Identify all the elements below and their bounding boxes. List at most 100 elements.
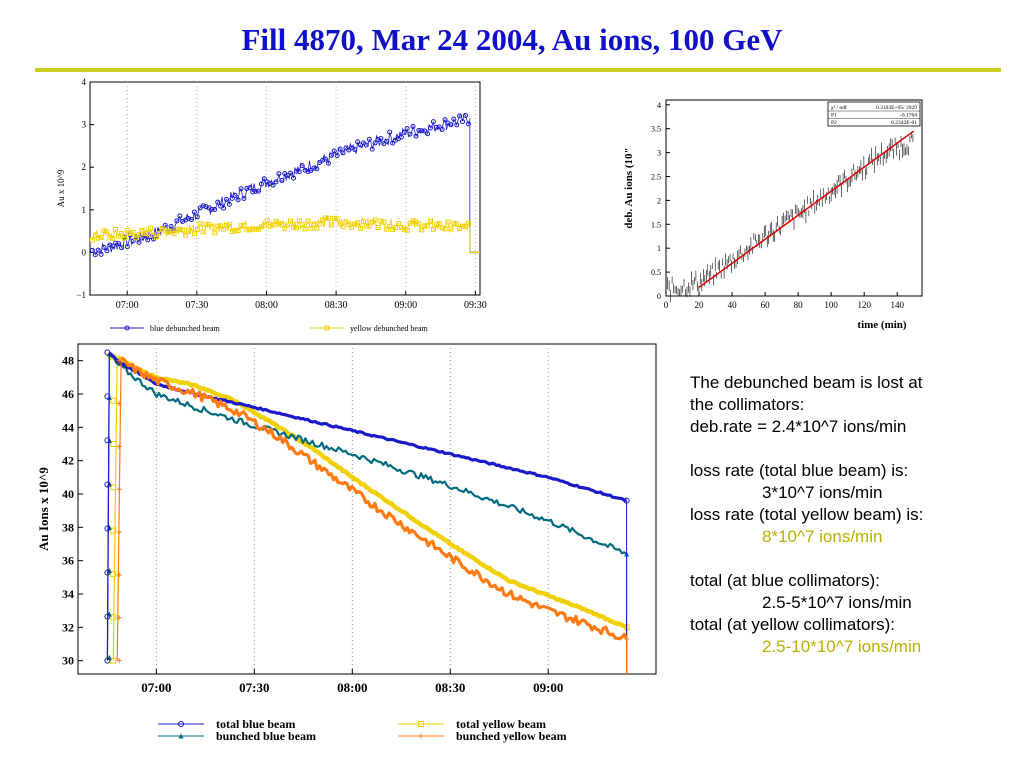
x-tick-label: 07:30: [239, 680, 269, 695]
legend-label: bunched yellow beam: [456, 729, 567, 743]
data-point: [311, 165, 317, 171]
stats-box: [827, 101, 921, 127]
page-title: Fill 4870, Mar 24 2004, Au ions, 100 GeV: [241, 22, 783, 57]
data-point: [89, 237, 95, 243]
x-tick-label: 07:00: [141, 680, 171, 695]
notes-line: deb.rate = 2.4*10^7 ions/min: [690, 417, 907, 436]
x-tick-label: 08:30: [435, 680, 465, 695]
data-point: [110, 235, 116, 241]
data-point: [183, 232, 189, 238]
data-point: [454, 221, 460, 227]
data-point: [302, 226, 308, 232]
data-point: [422, 223, 428, 229]
data-point: [323, 156, 329, 162]
data-point: [110, 441, 117, 447]
x-tick-label: 09:00: [533, 680, 563, 695]
y-tick-label: 1.5: [651, 220, 661, 229]
y-axis-label: deb. Au ions (10": [623, 147, 635, 228]
notes-line: 2.5-5*10^7 ions/min: [762, 593, 912, 612]
data-point: [305, 218, 311, 224]
data-point: [325, 215, 331, 221]
y-tick-label: 42: [62, 454, 74, 468]
y-tick-label: 1: [657, 244, 661, 253]
stats-value: -0.1764: [900, 113, 917, 119]
data-point: [264, 218, 270, 224]
data-point: [436, 124, 442, 130]
legend-label: total yellow beam: [456, 717, 546, 731]
x-tick-label: 20: [695, 300, 705, 310]
data-point: [223, 196, 229, 202]
data-point: [95, 235, 101, 241]
data-point: [180, 227, 186, 233]
data-point: [413, 133, 419, 139]
injection-line: [116, 360, 122, 661]
x-tick-label: 40: [728, 300, 738, 310]
data-point: [270, 182, 276, 188]
data-point: [200, 203, 206, 209]
data-point: [355, 220, 361, 226]
data-point: [188, 217, 194, 223]
x-tick-label: 0: [664, 300, 669, 310]
data-point: [293, 225, 299, 231]
data-point: [191, 231, 197, 237]
y-tick-label: 3: [82, 120, 87, 130]
data-point: [203, 204, 209, 210]
data-point: [197, 221, 203, 227]
data-point: [372, 140, 378, 146]
stats-label: P1: [831, 113, 837, 119]
data-point: [340, 223, 346, 229]
beam-intensity-chart: 07:00 07:30 08:00 08:30 09:00 30 32 34 36 38 40 42 4…: [36, 343, 657, 743]
x-tick-label: 120: [857, 300, 871, 310]
data-point: [320, 157, 326, 163]
data-point: [116, 572, 122, 578]
data-point: [256, 188, 262, 194]
y-tick-label: 32: [62, 620, 74, 634]
y-tick-label: 44: [62, 420, 74, 434]
legend-marker: [178, 733, 184, 739]
notes-line: total (at blue collimators):: [690, 571, 880, 590]
data-point: [212, 206, 218, 212]
notes-line-highlight: 2.5-10*10^7 ions/min: [762, 637, 922, 656]
data-point: [104, 349, 111, 356]
data-point: [349, 224, 355, 230]
data-point: [215, 223, 221, 229]
y-tick-label: 46: [62, 387, 74, 401]
series-line: [108, 352, 628, 555]
data-point: [92, 252, 98, 258]
x-tick-label: 60: [761, 300, 771, 310]
data-point: [104, 437, 111, 444]
data-point: [337, 146, 343, 152]
x-tick-label: 09:00: [394, 300, 417, 311]
data-point: [290, 224, 296, 230]
notes-line: total (at yellow collimators):: [690, 615, 896, 634]
data-point: [104, 613, 111, 620]
injection-line: [112, 357, 118, 661]
data-point: [395, 221, 401, 227]
data-point: [384, 226, 390, 232]
series-line: [92, 113, 471, 256]
data-point: [363, 142, 369, 148]
data-points: [667, 131, 914, 303]
y-tick-label: 2.5: [651, 172, 661, 181]
data-point: [110, 397, 117, 404]
injection-line: [106, 352, 110, 661]
data-point: [168, 224, 174, 230]
data-point: [121, 235, 127, 241]
title-rule: [35, 68, 1001, 72]
data-point: [162, 228, 168, 234]
y-tick-label: 48: [62, 354, 74, 368]
series-0: [89, 112, 480, 258]
debunched-beam-chart: 07:00 07:30 08:00 08:30 09:00 09:30 −1 0 1 2 3 4 Au …: [56, 77, 487, 333]
data-point: [363, 223, 369, 229]
y-tick-label: 0: [657, 292, 661, 301]
data-point: [142, 230, 148, 236]
x-tick-label: 09:30: [464, 300, 487, 311]
data-point: [107, 234, 113, 240]
data-point: [451, 116, 457, 122]
series-line: [120, 356, 628, 641]
legend-marker: [418, 733, 424, 739]
data-point: [116, 615, 122, 621]
y-tick-label: 1: [82, 205, 87, 215]
data-point: [206, 221, 212, 227]
data-point: [165, 229, 171, 235]
